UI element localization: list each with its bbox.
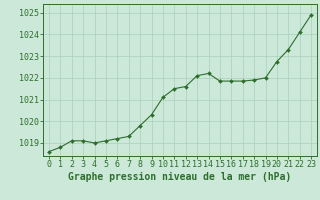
X-axis label: Graphe pression niveau de la mer (hPa): Graphe pression niveau de la mer (hPa) bbox=[68, 172, 292, 182]
